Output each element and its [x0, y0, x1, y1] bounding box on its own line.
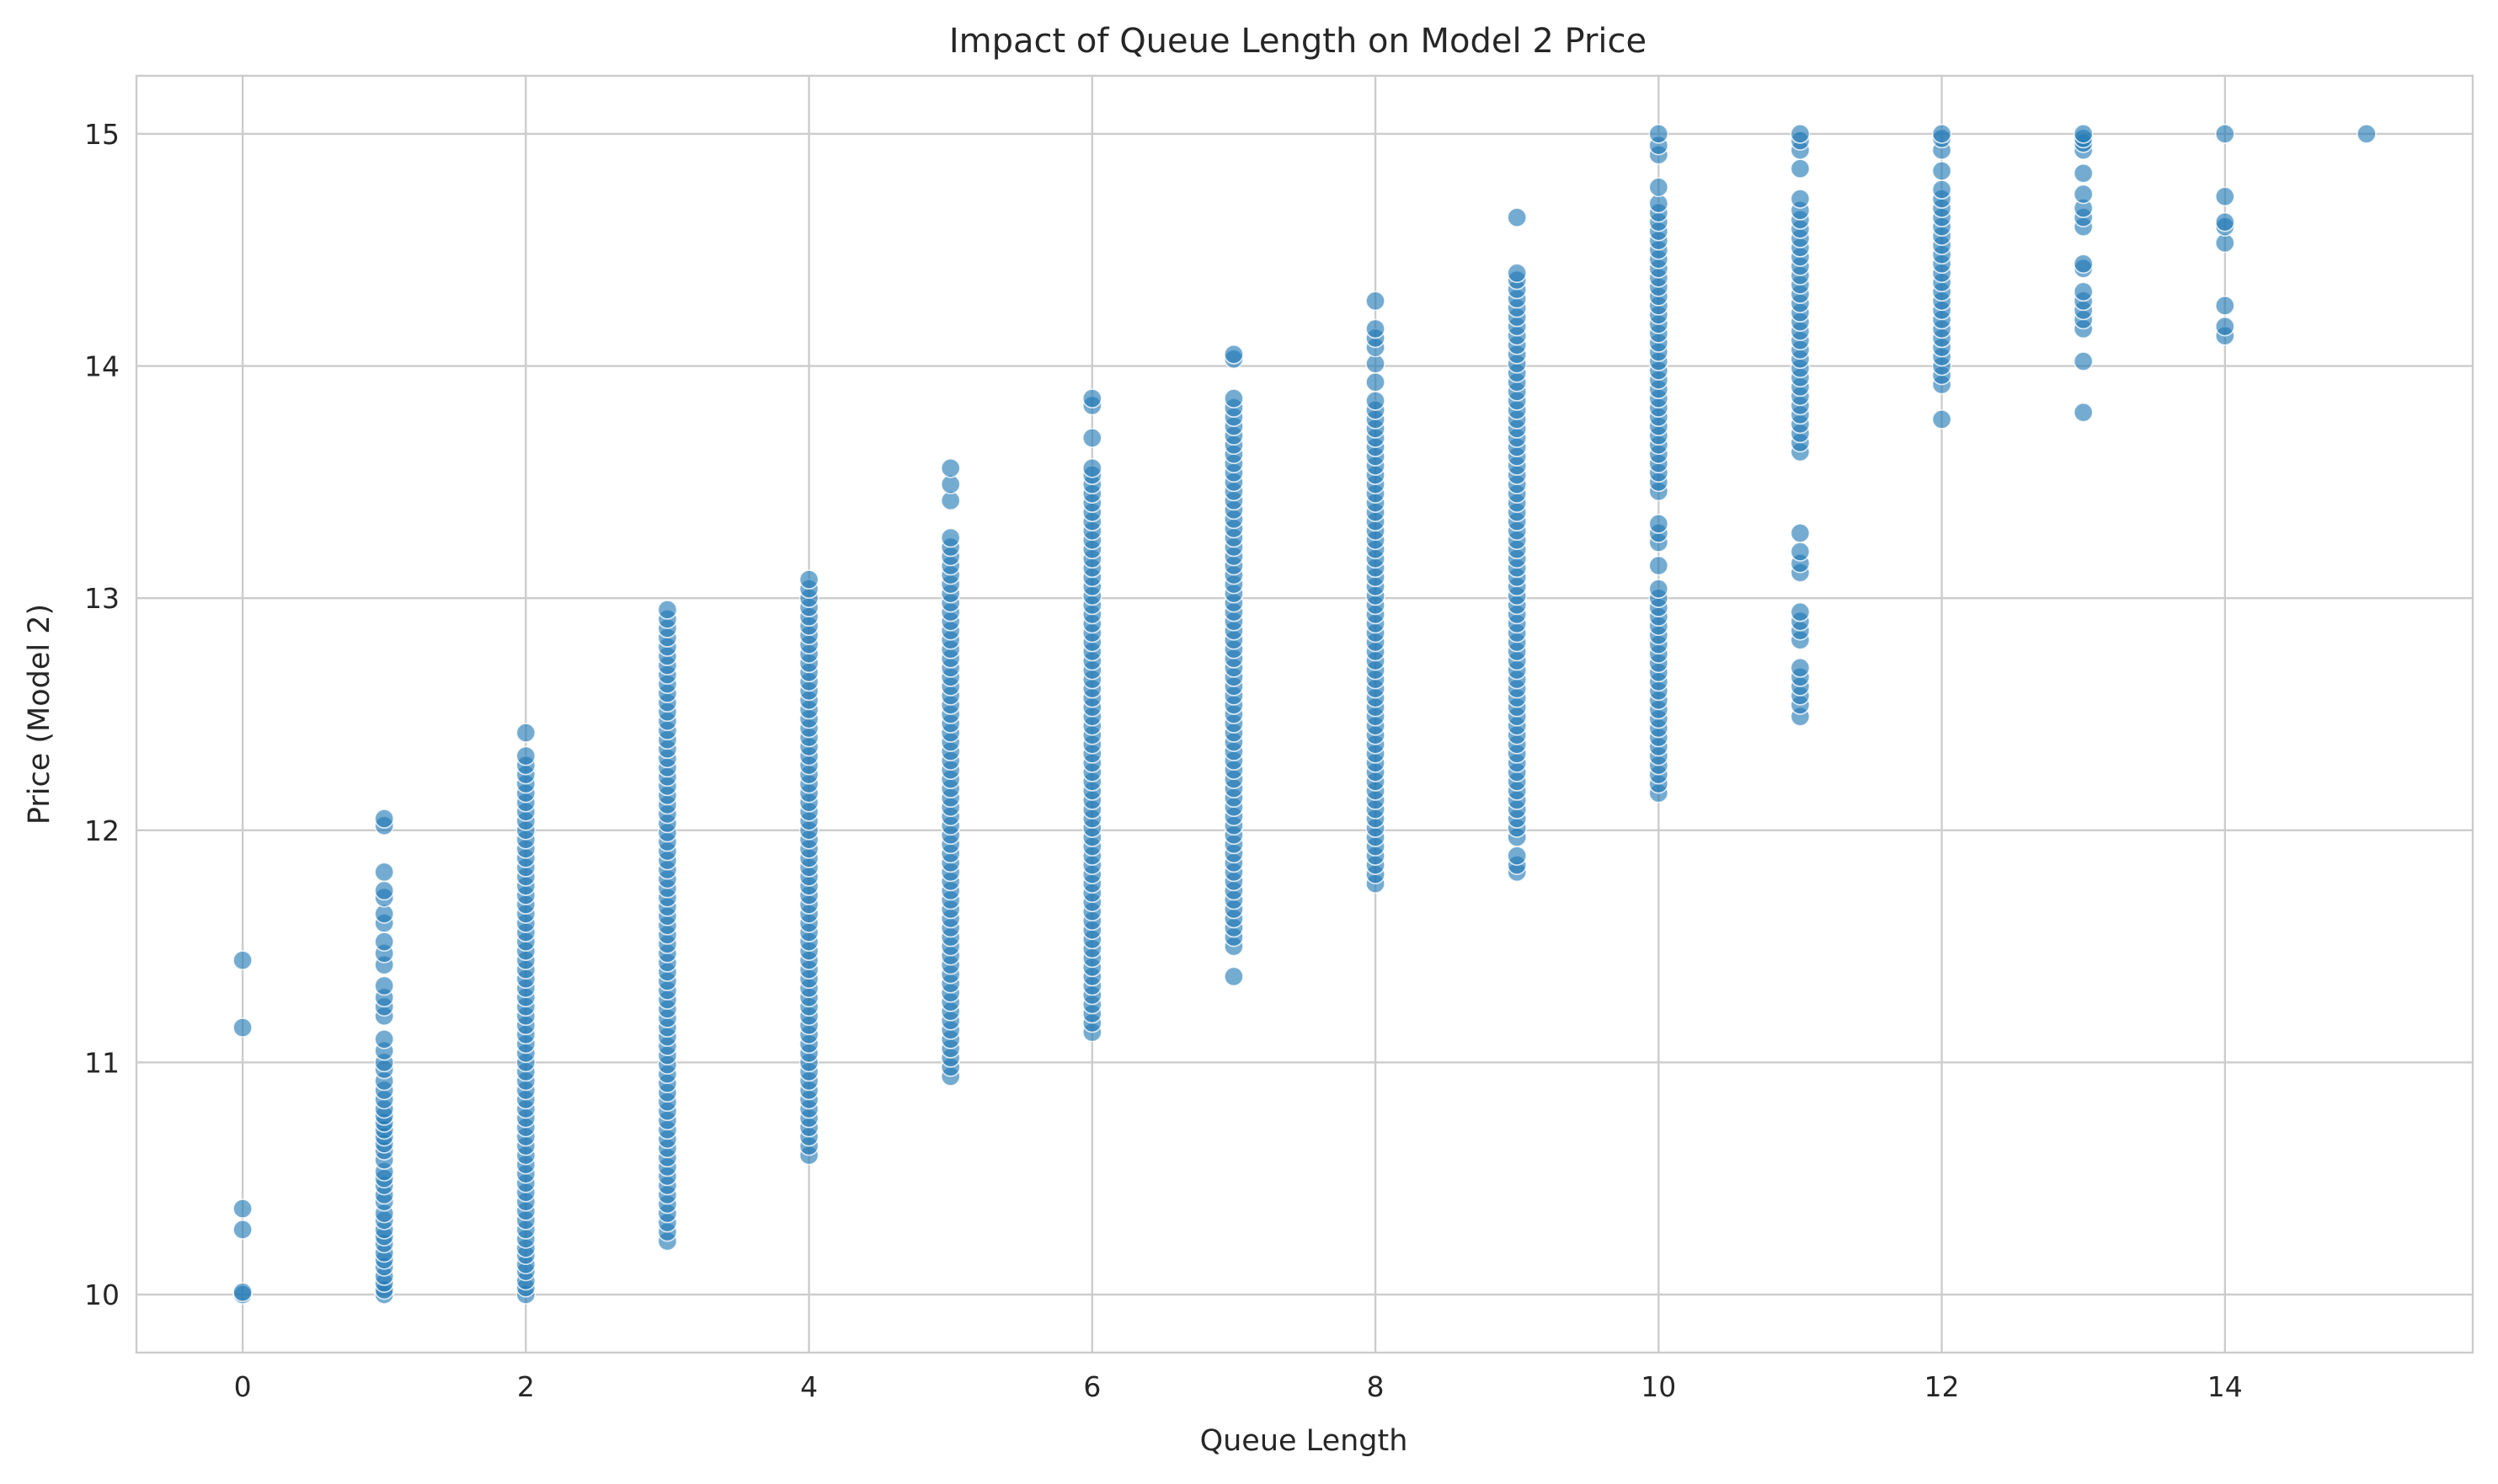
x-tick-label: 12 — [1924, 1370, 1960, 1403]
data-points — [232, 124, 2377, 1305]
data-point — [374, 932, 395, 952]
data-point — [374, 809, 395, 829]
data-point — [2214, 296, 2235, 316]
tick-labels: 0 2 4 6 8 10 12 14 10 11 12 13 14 15 — [84, 118, 2243, 1403]
data-point — [1931, 179, 1952, 200]
data-point — [1365, 318, 1385, 339]
data-point — [1224, 344, 1244, 365]
data-point — [1790, 658, 1811, 678]
x-tick-label: 2 — [517, 1370, 535, 1403]
data-point — [940, 527, 961, 548]
data-point — [1365, 291, 1385, 312]
data-point — [515, 723, 536, 743]
data-point — [374, 975, 395, 996]
data-point — [232, 1282, 253, 1303]
data-point — [1648, 514, 1669, 534]
x-tick-label: 8 — [1367, 1370, 1385, 1403]
data-point — [2073, 351, 2094, 371]
y-tick-label: 12 — [84, 814, 120, 847]
data-point — [940, 458, 961, 478]
data-point — [1790, 189, 1811, 209]
plot-frame — [135, 74, 2474, 1354]
data-point — [1082, 458, 1102, 478]
data-point — [2214, 124, 2235, 144]
data-point — [1082, 428, 1102, 448]
data-point — [374, 1029, 395, 1049]
data-point — [1648, 177, 1669, 198]
data-point — [2073, 254, 2094, 275]
x-axis-label: Queue Length — [1200, 1424, 1408, 1458]
data-point — [2073, 163, 2094, 184]
data-point — [1648, 579, 1669, 599]
data-point — [374, 880, 395, 901]
data-point — [1648, 124, 1669, 144]
data-point — [2073, 281, 2094, 302]
data-point — [232, 1017, 253, 1038]
data-point — [2073, 184, 2094, 205]
data-point — [1224, 966, 1244, 987]
x-tick-label: 6 — [1083, 1370, 1101, 1403]
data-point — [1507, 846, 1527, 866]
data-point — [1790, 124, 1811, 144]
data-point — [1790, 542, 1811, 562]
data-point — [1931, 161, 1952, 181]
data-point — [2073, 124, 2094, 144]
data-point — [2214, 211, 2235, 232]
y-tick-label: 14 — [84, 350, 120, 383]
data-point — [2073, 402, 2094, 423]
data-point — [2214, 316, 2235, 337]
data-point — [1082, 388, 1102, 408]
data-point — [1648, 555, 1669, 576]
grid-lines — [136, 76, 2473, 1353]
data-point — [657, 600, 678, 620]
data-point — [1224, 388, 1244, 408]
data-point — [1365, 372, 1385, 392]
data-point — [2357, 124, 2377, 144]
data-point — [1931, 124, 1952, 144]
data-point — [1931, 409, 1952, 430]
x-tick-label: 10 — [1641, 1370, 1676, 1403]
data-point — [1790, 523, 1811, 543]
data-point — [232, 1220, 253, 1240]
data-point — [1790, 158, 1811, 179]
data-point — [1507, 263, 1527, 284]
x-tick-label: 14 — [2207, 1370, 2243, 1403]
chart-title: Impact of Queue Length on Model 2 Price — [949, 22, 1647, 61]
x-tick-label: 0 — [234, 1370, 252, 1403]
y-tick-label: 10 — [84, 1278, 120, 1311]
data-point — [374, 862, 395, 883]
data-point — [1365, 391, 1385, 411]
data-point — [232, 1198, 253, 1219]
y-tick-label: 15 — [84, 118, 120, 151]
x-tick-label: 4 — [800, 1370, 818, 1403]
y-tick-label: 13 — [84, 582, 120, 615]
data-point — [1507, 207, 1527, 227]
y-axis-label: Price (Model 2) — [23, 604, 56, 825]
data-point — [1790, 601, 1811, 622]
data-point — [515, 745, 536, 766]
y-tick-label: 11 — [84, 1046, 120, 1079]
data-point — [2214, 186, 2235, 207]
data-point — [798, 569, 819, 590]
data-point — [232, 950, 253, 970]
